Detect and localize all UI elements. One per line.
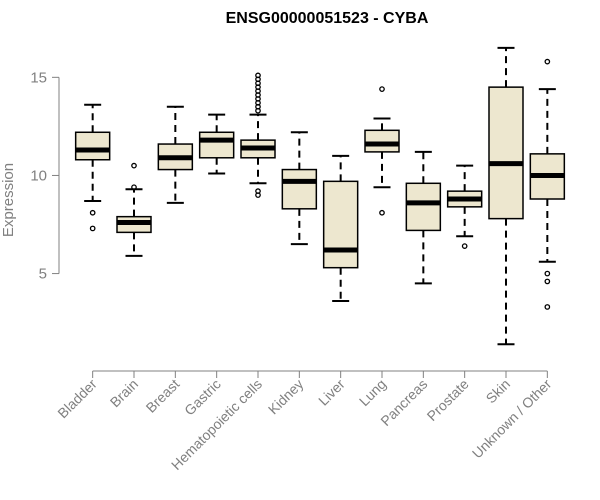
box-series <box>74 46 566 346</box>
outlier-point <box>379 209 385 216</box>
box-iqr <box>322 180 359 269</box>
x-tick-label: Kidney <box>265 376 307 418</box>
box-iqr <box>74 131 111 161</box>
y-tick-label: 10 <box>30 167 47 184</box>
box-group <box>405 150 442 285</box>
outlier-point <box>461 243 468 249</box>
outlier-point <box>379 86 385 92</box>
box-group <box>240 72 276 198</box>
chart-title: ENSG00000051523 - CYBA <box>226 10 429 27</box>
outlier-point <box>544 304 551 310</box>
box-group <box>281 131 318 246</box>
y-tick-label: 5 <box>39 266 47 283</box>
box-iqr <box>364 129 400 153</box>
x-tick-label: Skin <box>483 376 514 407</box>
box-iqr <box>405 182 442 232</box>
x-tick-label: Lung <box>356 376 389 409</box>
outlier-point <box>89 209 96 216</box>
box-group <box>529 58 566 310</box>
box-iqr <box>488 86 524 220</box>
outlier-point <box>131 184 137 191</box>
box-iqr <box>198 131 235 159</box>
outlier-point <box>255 72 261 79</box>
box-group <box>74 103 111 232</box>
y-axis: 5 10 15 <box>30 69 60 283</box>
box-iqr <box>281 168 318 210</box>
box-group <box>157 105 194 204</box>
outlier-point <box>544 58 551 65</box>
box-group <box>116 162 152 257</box>
outlier-point <box>255 188 261 194</box>
outlier-point <box>131 162 137 169</box>
outlier-point <box>544 270 551 277</box>
x-tick-label: Prostate <box>424 376 472 424</box>
box-group <box>488 46 524 346</box>
y-tick-label: 15 <box>30 69 47 86</box>
x-tick-label: Liver <box>315 376 348 409</box>
box-group <box>198 113 235 175</box>
x-tick-label: Brain <box>107 376 141 410</box>
x-tick-label: Breast <box>143 376 183 416</box>
box-group <box>364 86 400 216</box>
outlier-point <box>89 225 96 232</box>
box-group <box>446 164 483 249</box>
box-group <box>322 154 359 303</box>
y-axis-title: Expression <box>0 163 17 237</box>
x-tick-label: Bladder <box>54 376 100 422</box>
outlier-point <box>544 278 551 285</box>
